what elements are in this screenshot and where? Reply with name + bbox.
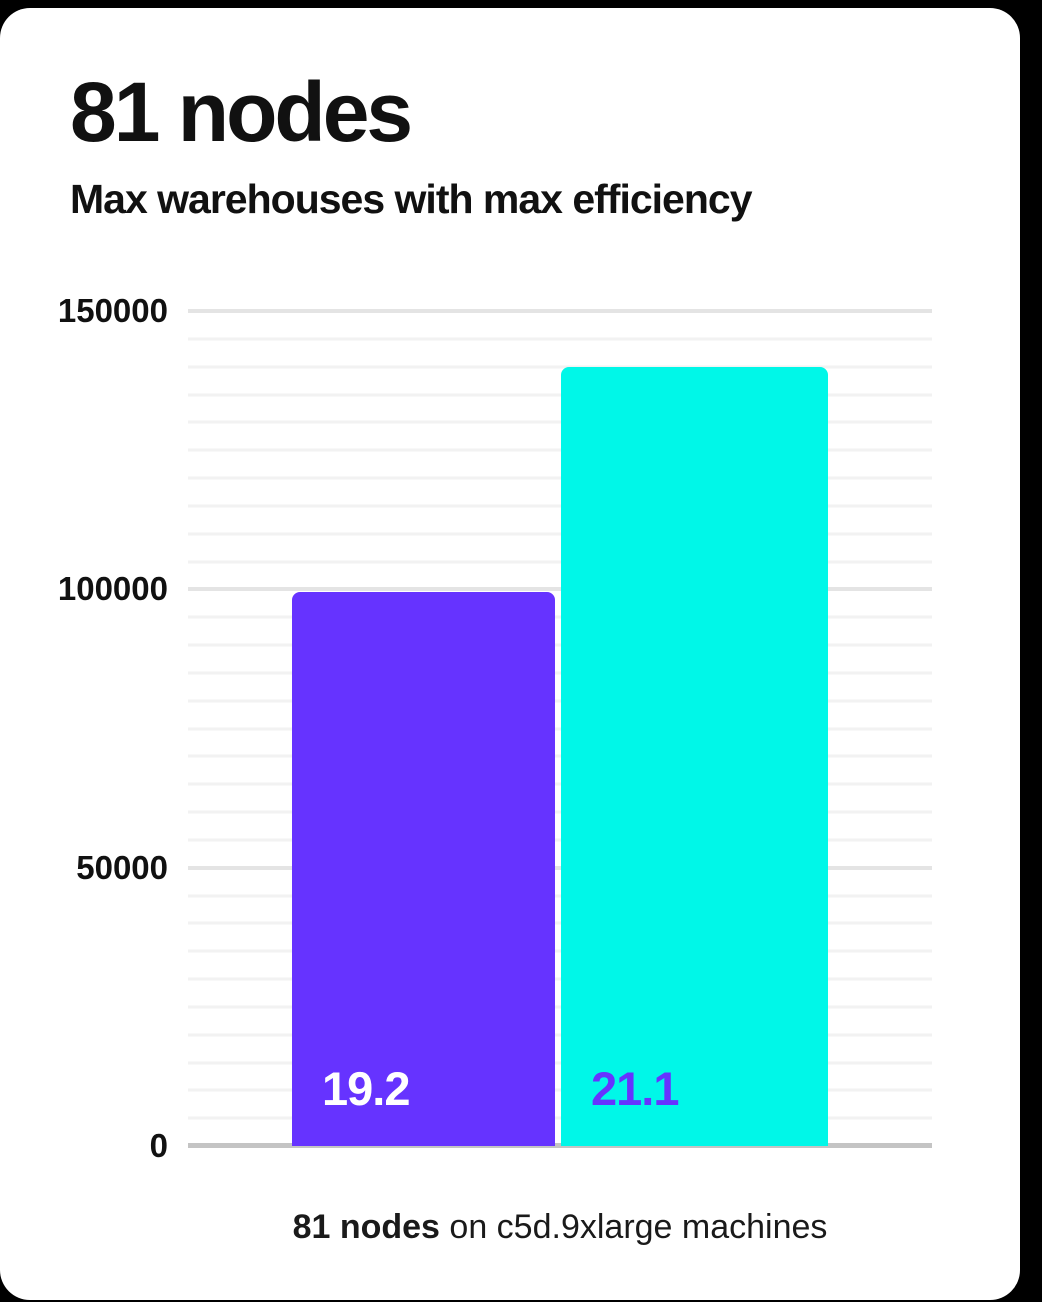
- minor-gridline: [188, 727, 932, 730]
- bar-21.1: 21.1: [561, 366, 828, 1146]
- bar-19.2: 19.2: [292, 592, 555, 1146]
- minor-gridline: [188, 1061, 932, 1064]
- minor-gridline: [188, 643, 932, 647]
- minor-gridline: [188, 699, 932, 703]
- chart-caption: 81 nodes on c5d.9xlarge machines: [188, 1208, 932, 1247]
- minor-gridline: [188, 810, 932, 814]
- minor-gridline: [188, 894, 932, 897]
- minor-gridline: [188, 420, 932, 424]
- minor-gridline: [188, 532, 932, 536]
- minor-gridline: [188, 1033, 932, 1037]
- minor-gridline: [188, 838, 932, 842]
- minor-gridline: [188, 337, 932, 341]
- minor-gridline: [188, 782, 932, 786]
- minor-gridline: [188, 754, 932, 758]
- major-gridline: [188, 587, 932, 592]
- x-axis-baseline: [188, 1143, 932, 1148]
- minor-gridline: [188, 921, 932, 925]
- minor-gridline: [188, 365, 932, 369]
- caption-bold-text: 81 nodes: [292, 1208, 440, 1246]
- minor-gridline: [188, 504, 932, 508]
- minor-gridline: [188, 615, 932, 619]
- minor-gridline: [188, 671, 932, 675]
- minor-gridline: [188, 560, 932, 563]
- bar-chart-plot-area: 19.2 21.1: [188, 309, 932, 1148]
- y-axis-tick-label: 100000: [57, 570, 168, 608]
- minor-gridline: [188, 949, 932, 953]
- y-axis-tick-label: 0: [149, 1127, 168, 1164]
- y-axis: 150000 100000 50000 0: [0, 292, 168, 1164]
- bar-value-label: 19.2: [322, 1062, 410, 1115]
- major-gridline: [188, 865, 932, 870]
- minor-gridline: [188, 1005, 932, 1009]
- y-axis-tick-label: 50000: [76, 848, 168, 886]
- card-subtitle: Max warehouses with max efficiency: [70, 176, 752, 222]
- minor-gridline: [188, 1116, 932, 1120]
- card-title: 81 nodes: [70, 65, 413, 159]
- bar-value-label: 21.1: [591, 1062, 679, 1115]
- y-axis-tick-label: 150000: [57, 292, 168, 329]
- minor-gridline: [188, 393, 932, 396]
- minor-gridline: [188, 1088, 932, 1092]
- minor-gridline: [188, 448, 932, 452]
- minor-gridline: [188, 476, 932, 480]
- benchmark-card: 81 nodes Max warehouses with max efficie…: [0, 8, 1020, 1300]
- caption-regular-text: on c5d.9xlarge machines: [439, 1208, 828, 1246]
- major-gridline: [188, 309, 932, 313]
- minor-gridline: [188, 977, 932, 981]
